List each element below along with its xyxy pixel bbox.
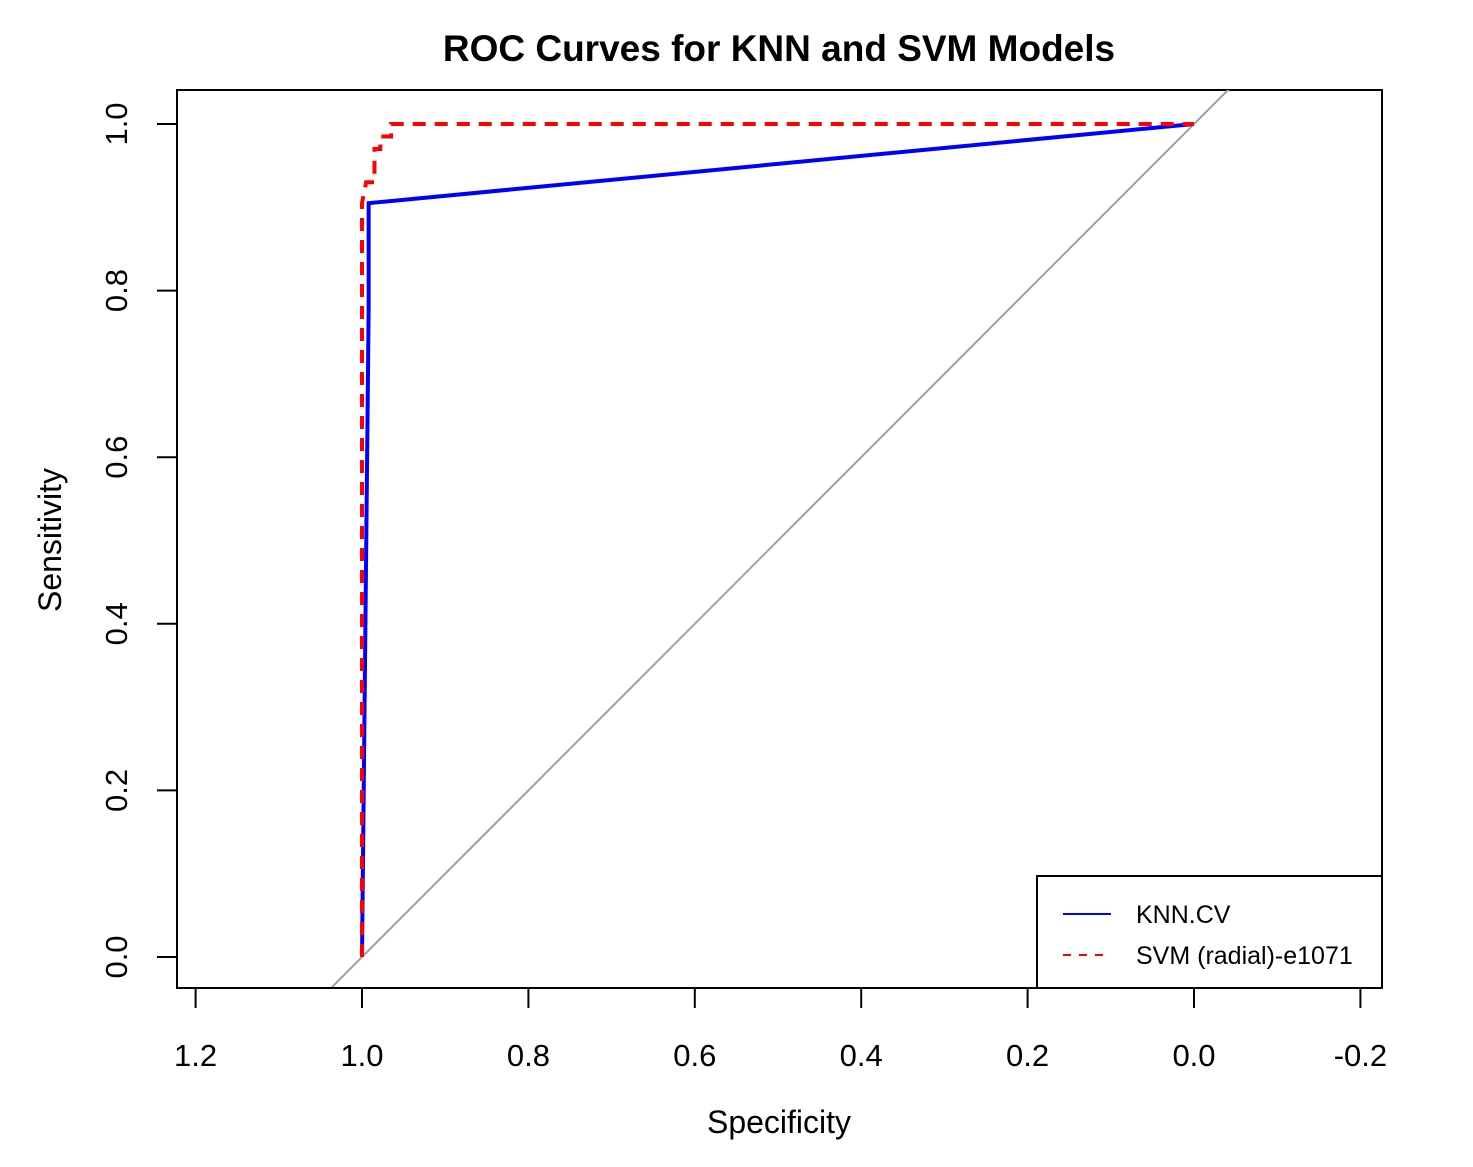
y-tick-label: 0.2	[99, 769, 134, 812]
x-axis-label: Specificity	[707, 1104, 851, 1140]
x-tick-label: 0.0	[1172, 1038, 1215, 1073]
legend: KNN.CV SVM (radial)-e1071	[1036, 875, 1383, 989]
x-tick-label: 0.4	[840, 1038, 883, 1073]
x-tick-label: -0.2	[1334, 1038, 1387, 1073]
reference-diagonal-line	[329, 90, 1230, 988]
series-line-knn-cv	[360, 122, 1195, 958]
x-tick-label: 0.8	[507, 1038, 550, 1073]
chart-title: ROC Curves for KNN and SVM Models	[443, 28, 1115, 69]
y-tick-label: 0.6	[99, 436, 134, 479]
x-tick-label: 1.2	[174, 1038, 217, 1073]
legend-label: KNN.CV	[1136, 901, 1231, 929]
y-tick-label: 0.0	[99, 935, 134, 978]
legend-box	[1036, 875, 1383, 989]
x-tick-label: 1.0	[340, 1038, 383, 1073]
series-layer	[360, 122, 1195, 958]
y-tick-label: 0.8	[99, 269, 134, 312]
x-axis: 1.2 1.0 0.8 0.6 0.4 0.2 0.0 -0.2	[174, 987, 1387, 1073]
x-tick-label: 0.6	[673, 1038, 716, 1073]
series-line-svm-radial	[360, 122, 1194, 957]
x-tick-label: 0.2	[1006, 1038, 1049, 1073]
y-tick-label: 0.4	[99, 602, 134, 645]
reference-layer	[329, 90, 1230, 988]
y-axis: 0.0 0.2 0.4 0.6 0.8 1.0	[99, 102, 178, 979]
legend-label: SVM (radial)-e1071	[1136, 942, 1353, 970]
y-axis-label: Sensitivity	[32, 468, 68, 612]
y-tick-label: 1.0	[99, 102, 134, 145]
